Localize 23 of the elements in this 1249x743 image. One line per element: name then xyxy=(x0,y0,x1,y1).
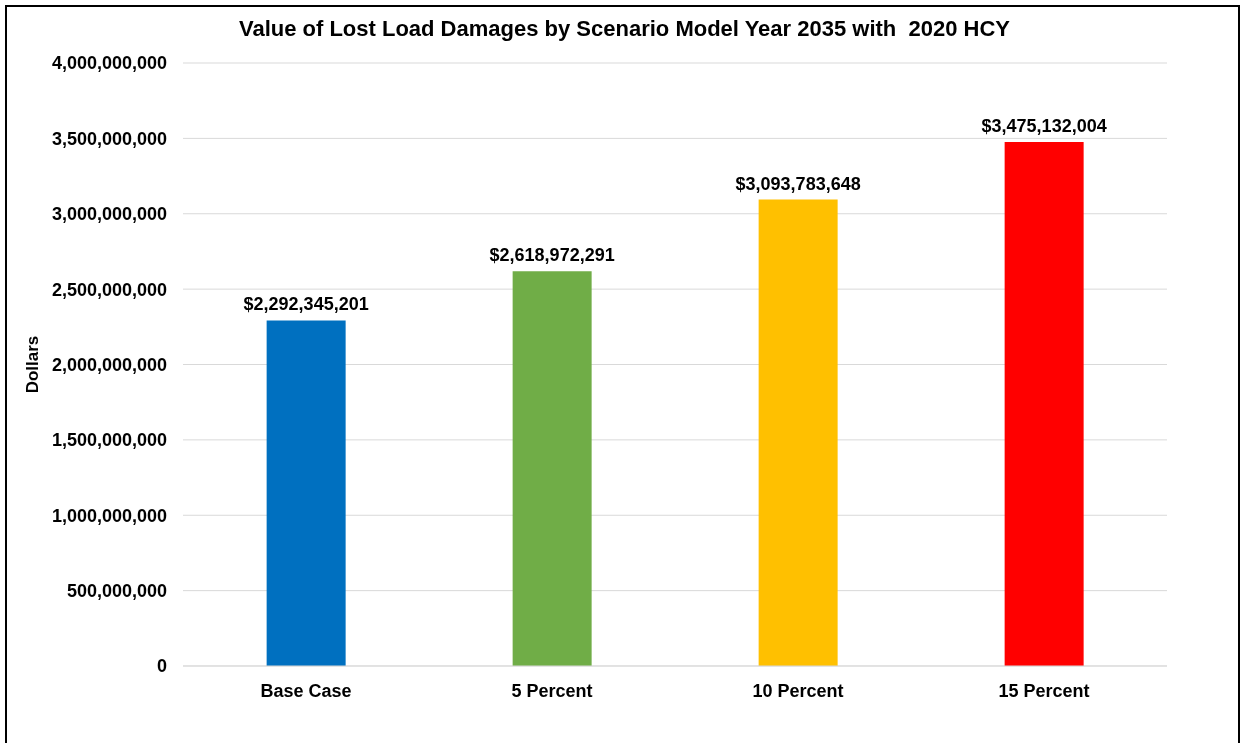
bar xyxy=(512,271,592,666)
y-tick-label: 0 xyxy=(156,656,167,677)
data-label: $2,618,972,291 xyxy=(489,245,615,266)
x-tick-label: 15 Percent xyxy=(998,680,1090,701)
chart-title: Value of Lost Load Damages by Scenario Model Year 2035 with 2020 HCY xyxy=(237,16,1012,42)
y-tick-label: 4,000,000,000 xyxy=(51,53,167,74)
y-tick-label: 1,000,000,000 xyxy=(51,505,167,526)
y-axis-title: Dollars xyxy=(22,335,42,394)
data-label: $2,292,345,201 xyxy=(243,294,369,315)
data-label: $3,093,783,648 xyxy=(735,173,861,194)
x-tick-label: 10 Percent xyxy=(752,680,844,701)
bar xyxy=(1004,142,1084,666)
y-tick-label: 500,000,000 xyxy=(66,581,167,602)
x-tick-label: Base Case xyxy=(260,680,352,701)
y-tick-label: 3,000,000,000 xyxy=(51,204,167,225)
y-tick-label: 2,000,000,000 xyxy=(51,354,167,375)
bar xyxy=(758,199,838,666)
y-tick-label: 2,500,000,000 xyxy=(51,279,167,300)
y-tick-label: 1,500,000,000 xyxy=(51,430,167,451)
bar xyxy=(266,320,346,666)
x-tick-label: 5 Percent xyxy=(511,680,593,701)
data-label: $3,475,132,004 xyxy=(981,116,1107,137)
y-tick-label: 3,500,000,000 xyxy=(51,128,167,149)
